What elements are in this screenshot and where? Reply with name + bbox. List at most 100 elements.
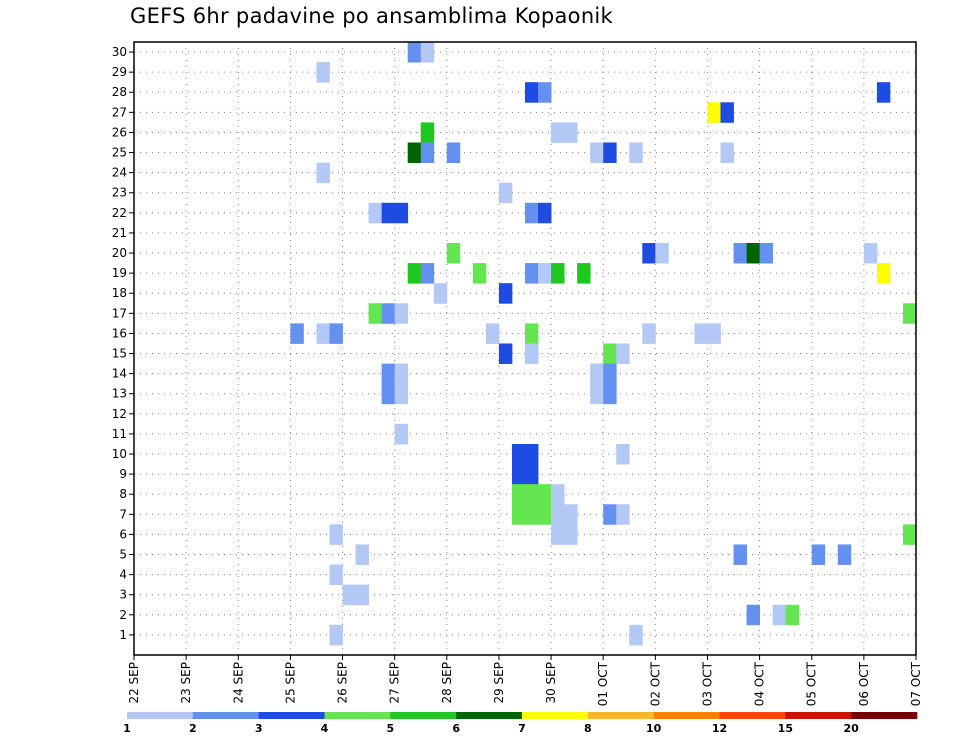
y-tick-label: 28 <box>112 85 127 99</box>
precip-cell <box>772 604 787 626</box>
colorbar-swatch <box>390 712 457 719</box>
precip-cell <box>876 82 891 103</box>
precip-cell <box>329 564 343 586</box>
y-tick-label: 29 <box>112 65 127 79</box>
y-tick-label: 22 <box>112 206 127 220</box>
x-tick-label: 23 SEP <box>179 662 193 704</box>
precip-cell <box>707 323 721 344</box>
precip-cell <box>603 343 617 364</box>
y-tick-label: 5 <box>119 548 127 562</box>
precip-cell <box>551 122 565 143</box>
precip-cell <box>329 524 343 545</box>
precip-cell <box>355 584 369 606</box>
y-tick-label: 19 <box>112 266 127 280</box>
precip-cell <box>498 343 513 364</box>
precip-cell <box>525 323 539 344</box>
precip-cell <box>551 484 565 505</box>
y-tick-label: 25 <box>112 146 127 160</box>
precip-cell <box>746 604 760 626</box>
precip-cell <box>368 202 383 224</box>
y-tick-label: 24 <box>112 166 127 180</box>
colorbar-label: 3 <box>255 722 263 735</box>
x-tick-label: 25 SEP <box>283 662 297 704</box>
precip-cell <box>316 62 330 83</box>
precip-cell <box>564 122 578 143</box>
x-tick-label: 02 OCT <box>648 661 662 706</box>
precip-cell <box>394 303 409 324</box>
y-tick-label: 21 <box>112 226 127 240</box>
precip-cell <box>629 624 643 646</box>
y-tick-label: 18 <box>112 286 127 300</box>
precip-cell <box>590 383 604 405</box>
precip-cell <box>525 82 539 103</box>
precip-cell <box>733 242 747 264</box>
colorbar-swatch <box>324 712 391 719</box>
colorbar-swatch <box>785 712 852 719</box>
colorbar-label: 12 <box>712 722 727 735</box>
y-tick-label: 23 <box>112 186 127 200</box>
precip-cell <box>381 363 396 385</box>
x-tick-label: 01 OCT <box>596 661 610 706</box>
y-tick-label: 11 <box>112 427 127 441</box>
y-tick-label: 4 <box>119 568 127 582</box>
x-tick-label: 24 SEP <box>231 662 245 704</box>
precip-cell <box>511 504 526 525</box>
y-tick-label: 6 <box>119 527 127 541</box>
precip-cell <box>420 142 435 163</box>
y-tick-label: 2 <box>119 608 127 622</box>
precip-cell <box>394 383 409 405</box>
precip-cell <box>642 323 656 344</box>
y-tick-label: 1 <box>119 628 127 642</box>
precip-cell <box>694 323 708 344</box>
precip-cell <box>498 182 513 204</box>
precip-cell <box>564 504 578 525</box>
colorbar-swatch <box>456 712 523 719</box>
plot-frame <box>133 41 917 656</box>
y-tick-label: 15 <box>112 347 127 361</box>
colorbar-swatch <box>719 712 786 719</box>
x-tick-label: 06 OCT <box>857 661 871 706</box>
precip-cell <box>551 524 565 545</box>
precip-cell <box>446 142 461 163</box>
precip-cell <box>381 303 396 324</box>
precip-cell <box>590 142 604 163</box>
precip-cell <box>407 142 422 163</box>
precip-cell <box>811 544 826 565</box>
x-tick-label: 07 OCT <box>909 661 923 706</box>
precip-cell <box>642 242 656 264</box>
precip-cell <box>394 423 409 445</box>
precip-cell <box>538 263 552 284</box>
precip-cell <box>837 544 852 565</box>
precip-cell <box>420 42 435 63</box>
precip-cell <box>616 504 630 525</box>
precip-cell <box>485 323 500 344</box>
chart-title: GEFS 6hr padavine po ansamblima Kopaonik <box>130 4 614 28</box>
precip-cell <box>525 343 539 364</box>
precip-cell <box>551 504 565 525</box>
precip-cell <box>329 323 343 344</box>
colorbar-label: 20 <box>844 722 860 735</box>
precip-cell <box>525 504 539 525</box>
colorbar-label: 7 <box>518 722 526 735</box>
y-tick-label: 17 <box>112 306 127 320</box>
precip-cell <box>342 584 356 606</box>
colorbar-swatch <box>258 712 325 719</box>
precip-cell <box>381 202 396 224</box>
precip-cell <box>707 102 721 123</box>
y-axis-ticks: 1234567891011121314151617181920212223242… <box>112 45 134 642</box>
precipitation-cells <box>290 42 917 646</box>
y-tick-label: 9 <box>119 467 127 481</box>
precip-cell <box>355 544 369 565</box>
y-tick-label: 10 <box>112 447 127 461</box>
precip-cell <box>394 202 409 224</box>
precip-cell <box>902 303 917 324</box>
precip-cell <box>498 283 513 304</box>
precip-cell <box>616 343 630 364</box>
precip-cell <box>316 162 330 184</box>
y-tick-label: 27 <box>112 105 127 119</box>
precip-cell <box>538 202 552 224</box>
y-tick-label: 8 <box>119 487 127 501</box>
precip-cell <box>616 443 630 465</box>
precip-cell <box>381 383 396 405</box>
